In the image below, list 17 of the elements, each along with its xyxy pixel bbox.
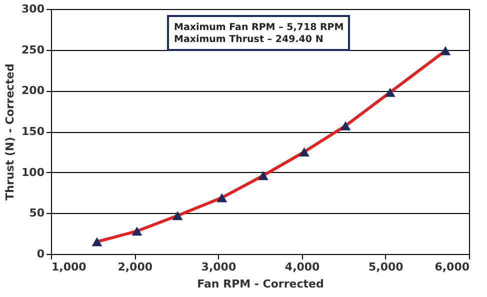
y-tick-label: 0 bbox=[36, 248, 45, 260]
x-tick-label: 1,000 bbox=[52, 260, 87, 274]
y-axis-title: Thrust (N) - Corrected bbox=[4, 64, 17, 200]
y-tick-label: 200 bbox=[22, 84, 45, 98]
x-tick-label: 4,000 bbox=[284, 260, 320, 274]
x-tick-label: 3,000 bbox=[201, 260, 236, 274]
annotation: Maximum Fan RPM – 5,718 RPM bbox=[174, 22, 344, 33]
x-tick-label: 5,000 bbox=[368, 260, 404, 274]
y-tick-label: 150 bbox=[22, 125, 45, 138]
x-axis-title: Fan RPM - Corrected bbox=[197, 278, 324, 290]
annotation: Maximum Thrust – 249.40 N bbox=[174, 34, 324, 45]
x-tick-label: 6,000 bbox=[434, 260, 470, 274]
x-tick-label: 2,000 bbox=[118, 260, 153, 274]
y-tick-label: 250 bbox=[22, 43, 45, 56]
y-tick-label: 300 bbox=[22, 2, 45, 16]
y-tick-label: 50 bbox=[29, 206, 45, 220]
y-tick-label: 100 bbox=[22, 166, 45, 179]
